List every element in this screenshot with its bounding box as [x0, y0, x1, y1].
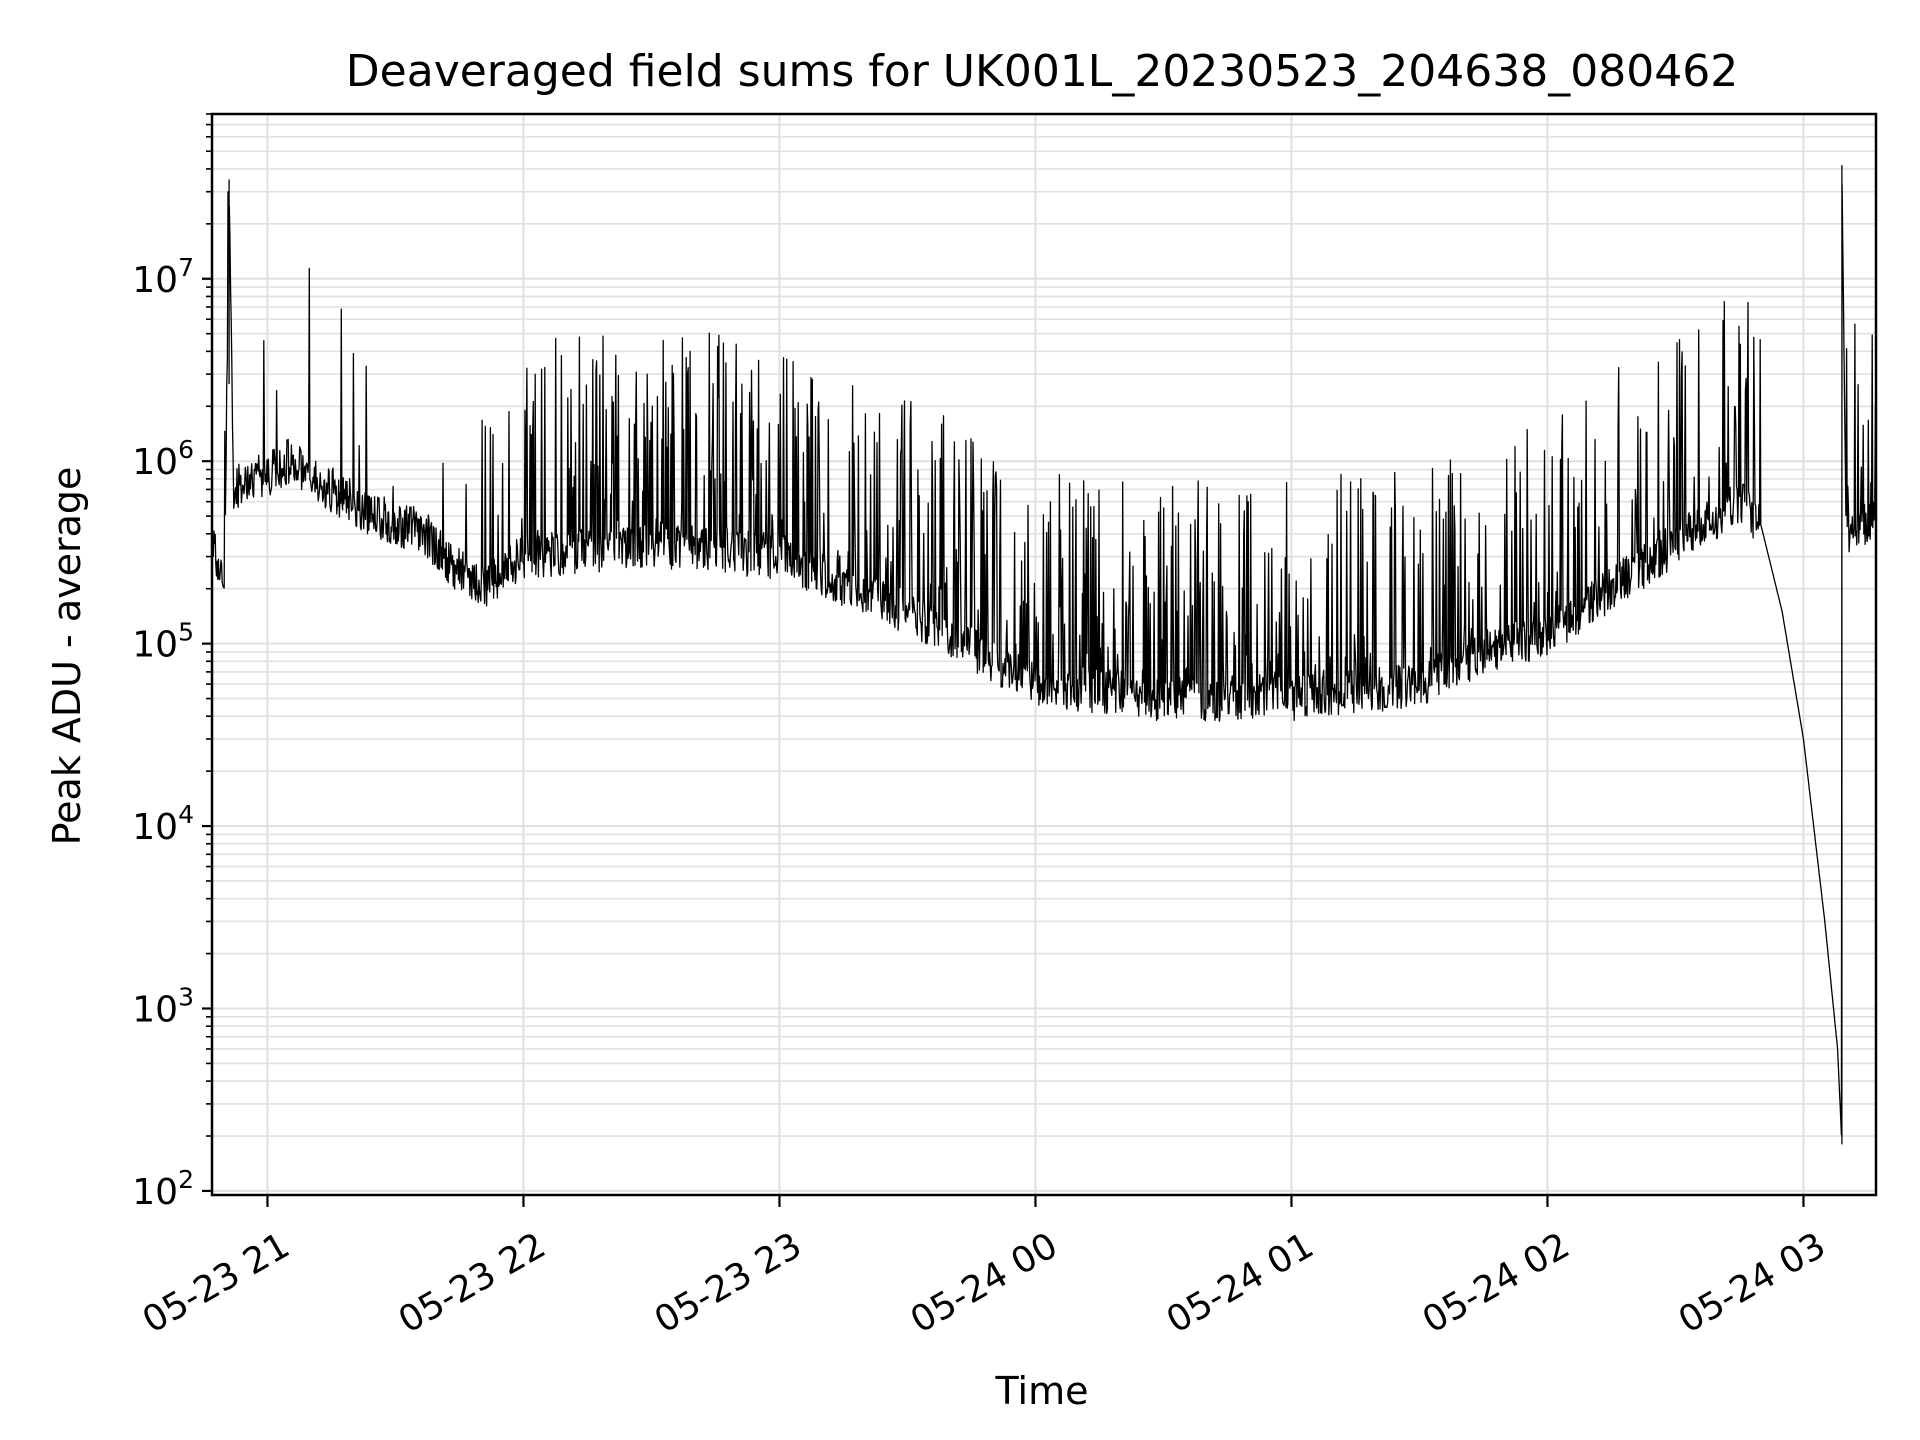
chart-title: Deaveraged field sums for UK001L_2023052…: [346, 46, 1738, 97]
y-tick-label: 103: [132, 983, 194, 1031]
y-tick-label: 105: [132, 618, 194, 666]
y-tick-label: 102: [132, 1165, 194, 1213]
y-axis-label: Peak ADU - average: [45, 467, 89, 846]
x-axis-label: Time: [995, 1369, 1089, 1413]
axes-frame: [210, 112, 1878, 1197]
plot-area: [211, 165, 1877, 1145]
y-tick-label: 106: [132, 435, 194, 483]
y-tick-label: 104: [132, 800, 194, 848]
y-tick-label: 107: [132, 253, 194, 301]
series-line: [211, 165, 1877, 1145]
